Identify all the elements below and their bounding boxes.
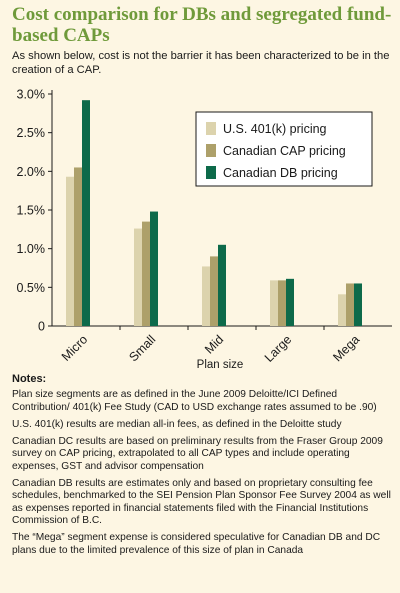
bar-micro-3 (82, 100, 90, 326)
bar-large-1 (270, 280, 278, 326)
note-item: The “Mega” segment expense is considered… (12, 532, 381, 556)
note-item: U.S. 401(k) results are median all-in fe… (12, 418, 342, 430)
x-tick-label: Micro (59, 332, 91, 364)
y-tick-label: 1.5% (17, 204, 46, 218)
page-subtitle: As shown below, cost is not the barrier … (12, 50, 390, 76)
legend-box (195, 111, 373, 187)
note-item: Plan size segments are as defined in the… (12, 389, 377, 413)
legend-swatch (206, 144, 216, 157)
bar-mid-1 (202, 266, 210, 326)
x-tick-label: Mid (202, 332, 226, 356)
bar-mid-3 (218, 244, 226, 326)
bar-large-2 (278, 280, 286, 326)
notes-section: Notes: Plan size segments are as defined… (12, 373, 392, 562)
legend-swatch (206, 166, 216, 179)
legend-swatch (206, 122, 216, 135)
notes-heading: Notes: (12, 373, 47, 385)
bar-micro-1 (66, 176, 74, 326)
bar-mega-1 (338, 294, 346, 326)
bar-mega-2 (346, 283, 354, 326)
x-tick-label: Mega (330, 332, 362, 364)
bar-micro-2 (74, 167, 82, 326)
note-item: Canadian DB results are estimates only a… (12, 478, 391, 526)
y-tick-label: 2.0% (17, 165, 46, 179)
x-tick-label: Small (126, 332, 158, 364)
x-tick-label: Large (262, 332, 295, 365)
y-tick-label: 1.0% (17, 242, 46, 256)
page-title: Cost comparison for DBs and segregated f… (12, 4, 392, 46)
y-tick-label: 2.5% (17, 126, 46, 140)
y-tick-label: 0 (38, 320, 45, 334)
bar-small-3 (150, 211, 158, 326)
x-axis-label: Plan size (197, 359, 244, 370)
legend-label: Canadian DB pricing (223, 166, 338, 180)
bar-mid-2 (210, 256, 218, 326)
legend-label: Canadian CAP pricing (223, 144, 346, 158)
bar-mega-3 (354, 283, 362, 326)
legend-label: U.S. 401(k) pricing (223, 122, 327, 136)
y-tick-label: 0.5% (17, 281, 46, 295)
bar-small-1 (134, 228, 142, 326)
y-tick-label: 3.0% (17, 88, 46, 102)
bar-large-3 (286, 278, 294, 326)
cost-comparison-chart: 0 0.5% 1.0% 1.5% 2.0% 2.5% 3.0% Micro Small Mid La… (17, 88, 392, 370)
note-item: Canadian DC results are based on prelimi… (12, 436, 383, 472)
bar-small-2 (142, 221, 150, 326)
